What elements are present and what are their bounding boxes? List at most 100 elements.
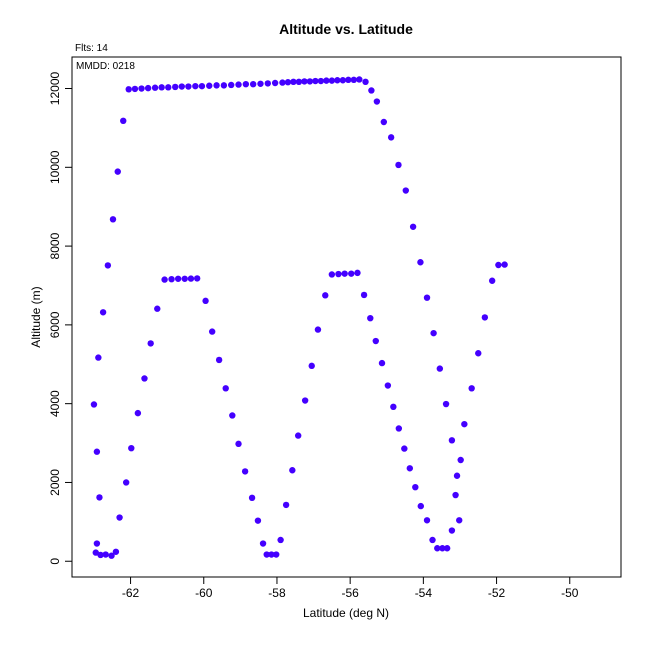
data-point — [277, 536, 284, 544]
data-point — [423, 294, 431, 301]
data-point — [229, 412, 236, 419]
data-point — [439, 545, 446, 552]
data-point — [378, 359, 386, 367]
y-tick-label: 8000 — [48, 232, 62, 259]
data-point — [401, 445, 408, 452]
data-point — [259, 540, 267, 547]
data-point — [257, 80, 264, 87]
data-point — [501, 261, 508, 268]
data-point — [384, 382, 392, 389]
data-point — [187, 275, 195, 282]
data-point — [192, 82, 199, 90]
y-tick-label: 10000 — [48, 150, 62, 184]
data-point — [172, 83, 179, 91]
data-point — [241, 468, 249, 475]
data-point — [356, 76, 363, 83]
data-point — [97, 551, 104, 559]
data-point — [165, 84, 172, 91]
data-point — [151, 84, 159, 91]
data-point — [213, 82, 220, 89]
data-point — [158, 84, 165, 91]
data-point — [457, 456, 464, 464]
data-point — [390, 403, 397, 411]
data-point — [206, 82, 213, 89]
data-point — [308, 362, 315, 370]
data-point — [178, 83, 185, 90]
x-tick-label: -54 — [415, 586, 433, 600]
x-tick-label: -60 — [195, 586, 213, 600]
y-tick-label: 4000 — [48, 390, 62, 417]
x-tick-label: -58 — [268, 586, 286, 600]
data-point — [395, 425, 403, 432]
data-point — [161, 276, 168, 283]
x-tick-label: -50 — [561, 586, 579, 600]
data-point — [360, 291, 368, 299]
data-point — [273, 551, 280, 558]
data-point — [193, 275, 201, 282]
data-point — [448, 527, 456, 534]
data-point — [168, 275, 175, 283]
data-point — [350, 76, 358, 84]
data-point — [341, 270, 348, 277]
data-point — [453, 472, 461, 479]
data-point — [295, 78, 303, 86]
data-point — [122, 479, 130, 486]
data-point — [452, 491, 459, 499]
data-point — [271, 79, 279, 87]
data-point — [185, 83, 192, 90]
data-point — [475, 350, 482, 357]
x-tick-label: -56 — [341, 586, 359, 600]
data-point — [328, 271, 336, 278]
data-point — [434, 545, 441, 552]
data-point — [116, 514, 123, 521]
data-point — [380, 118, 388, 126]
data-point — [409, 223, 417, 230]
data-point — [154, 305, 161, 312]
data-point — [114, 168, 121, 175]
data-point — [354, 269, 361, 277]
data-point — [412, 483, 419, 491]
chart-title: Altitude vs. Latitude — [279, 21, 413, 37]
x-axis-label: Latitude (deg N) — [303, 606, 389, 620]
data-point — [102, 551, 109, 558]
data-point — [181, 275, 188, 282]
data-point — [120, 117, 127, 125]
data-point — [306, 78, 314, 85]
data-point — [367, 314, 374, 322]
data-point — [368, 87, 375, 94]
data-point — [456, 517, 463, 524]
data-point — [335, 270, 342, 278]
data-point — [134, 409, 142, 417]
data-point — [372, 337, 379, 345]
data-point — [222, 385, 229, 392]
data-point — [443, 545, 451, 552]
data-points — [90, 76, 508, 559]
y-tick-label: 2000 — [48, 469, 62, 496]
data-point — [208, 328, 216, 335]
data-point — [264, 80, 272, 87]
data-point — [104, 262, 112, 269]
data-point — [92, 549, 99, 556]
data-point — [174, 275, 182, 282]
data-point — [249, 80, 257, 88]
data-point — [220, 82, 228, 89]
data-point — [387, 134, 395, 141]
data-point — [282, 501, 290, 509]
data-point — [268, 551, 275, 558]
data-point — [248, 494, 256, 502]
x-tick-label: -52 — [488, 586, 506, 600]
data-point — [301, 78, 308, 85]
data-point — [147, 340, 154, 347]
y-tick-label: 6000 — [48, 311, 62, 338]
data-point — [284, 79, 292, 86]
data-point — [468, 385, 475, 392]
y-axis-label: Altitude (m) — [29, 286, 43, 347]
x-tick-label: -62 — [122, 586, 140, 600]
data-point — [395, 161, 402, 169]
data-point — [254, 517, 262, 524]
data-point — [430, 329, 437, 337]
data-point — [235, 440, 242, 448]
data-point — [93, 448, 101, 455]
data-point — [242, 80, 250, 88]
